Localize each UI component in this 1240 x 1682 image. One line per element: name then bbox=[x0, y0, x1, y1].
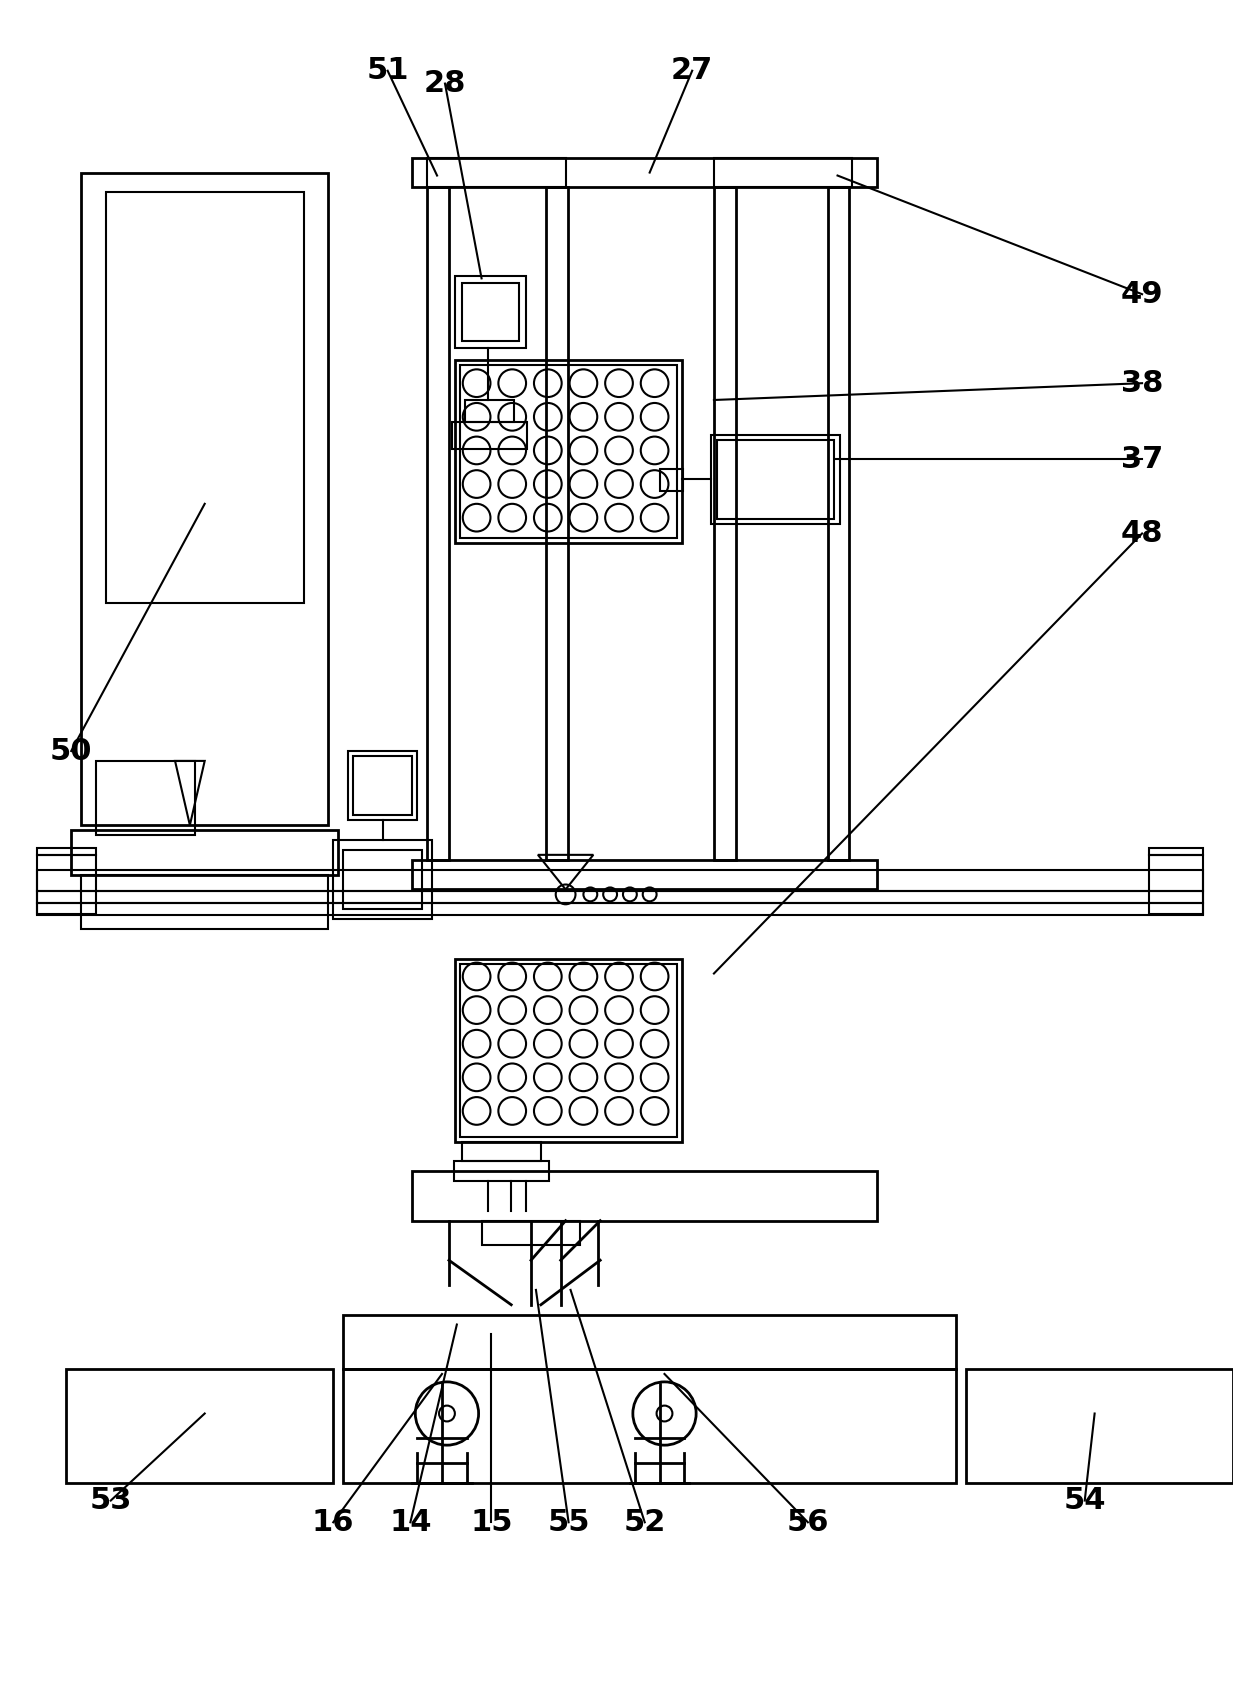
Bar bbox=[353, 755, 413, 816]
Bar bbox=[465, 400, 515, 422]
Bar bbox=[37, 903, 1203, 915]
Bar bbox=[481, 1221, 580, 1245]
Bar bbox=[343, 1369, 956, 1484]
Text: 37: 37 bbox=[1121, 444, 1163, 474]
Bar bbox=[428, 187, 449, 860]
Bar bbox=[455, 276, 526, 348]
Bar bbox=[660, 469, 683, 491]
Bar bbox=[348, 752, 418, 821]
Bar bbox=[37, 870, 1203, 891]
Text: 50: 50 bbox=[50, 737, 93, 765]
Text: 14: 14 bbox=[389, 1507, 432, 1537]
Text: 54: 54 bbox=[1064, 1485, 1106, 1515]
Bar bbox=[455, 360, 682, 543]
Text: 28: 28 bbox=[424, 69, 466, 98]
Bar bbox=[37, 854, 95, 915]
Bar bbox=[428, 158, 565, 187]
Bar bbox=[81, 173, 329, 826]
Bar bbox=[460, 964, 677, 1137]
Text: 15: 15 bbox=[470, 1507, 512, 1537]
Bar bbox=[827, 187, 849, 860]
Bar bbox=[966, 1369, 1233, 1484]
Bar bbox=[81, 875, 329, 928]
Bar bbox=[451, 422, 527, 449]
Bar bbox=[343, 1315, 956, 1369]
Bar bbox=[343, 849, 423, 910]
Bar bbox=[461, 1142, 541, 1161]
Bar bbox=[413, 158, 877, 187]
Bar bbox=[461, 283, 520, 341]
Bar bbox=[413, 860, 877, 890]
Text: 56: 56 bbox=[786, 1507, 830, 1537]
Bar bbox=[66, 1369, 334, 1484]
Text: 55: 55 bbox=[547, 1507, 590, 1537]
Text: 48: 48 bbox=[1121, 520, 1163, 548]
Text: 16: 16 bbox=[312, 1507, 355, 1537]
Bar bbox=[37, 848, 95, 854]
Bar bbox=[711, 434, 839, 523]
Bar bbox=[1149, 848, 1203, 854]
Bar bbox=[714, 158, 852, 187]
Bar bbox=[454, 1161, 549, 1181]
Bar bbox=[546, 187, 568, 860]
Bar bbox=[413, 1171, 877, 1221]
Text: 38: 38 bbox=[1121, 368, 1163, 397]
Text: 49: 49 bbox=[1121, 279, 1163, 309]
Text: 51: 51 bbox=[366, 56, 409, 86]
Bar bbox=[1149, 854, 1203, 915]
Text: 53: 53 bbox=[89, 1485, 131, 1515]
Bar bbox=[714, 187, 735, 860]
Bar bbox=[334, 839, 432, 918]
Bar bbox=[37, 891, 1203, 903]
Text: 27: 27 bbox=[671, 56, 713, 86]
Bar bbox=[455, 959, 682, 1142]
Bar bbox=[71, 831, 339, 875]
Bar bbox=[105, 192, 304, 602]
Bar bbox=[95, 760, 195, 834]
Text: 52: 52 bbox=[624, 1507, 666, 1537]
Bar bbox=[717, 439, 833, 518]
Bar bbox=[460, 365, 677, 538]
